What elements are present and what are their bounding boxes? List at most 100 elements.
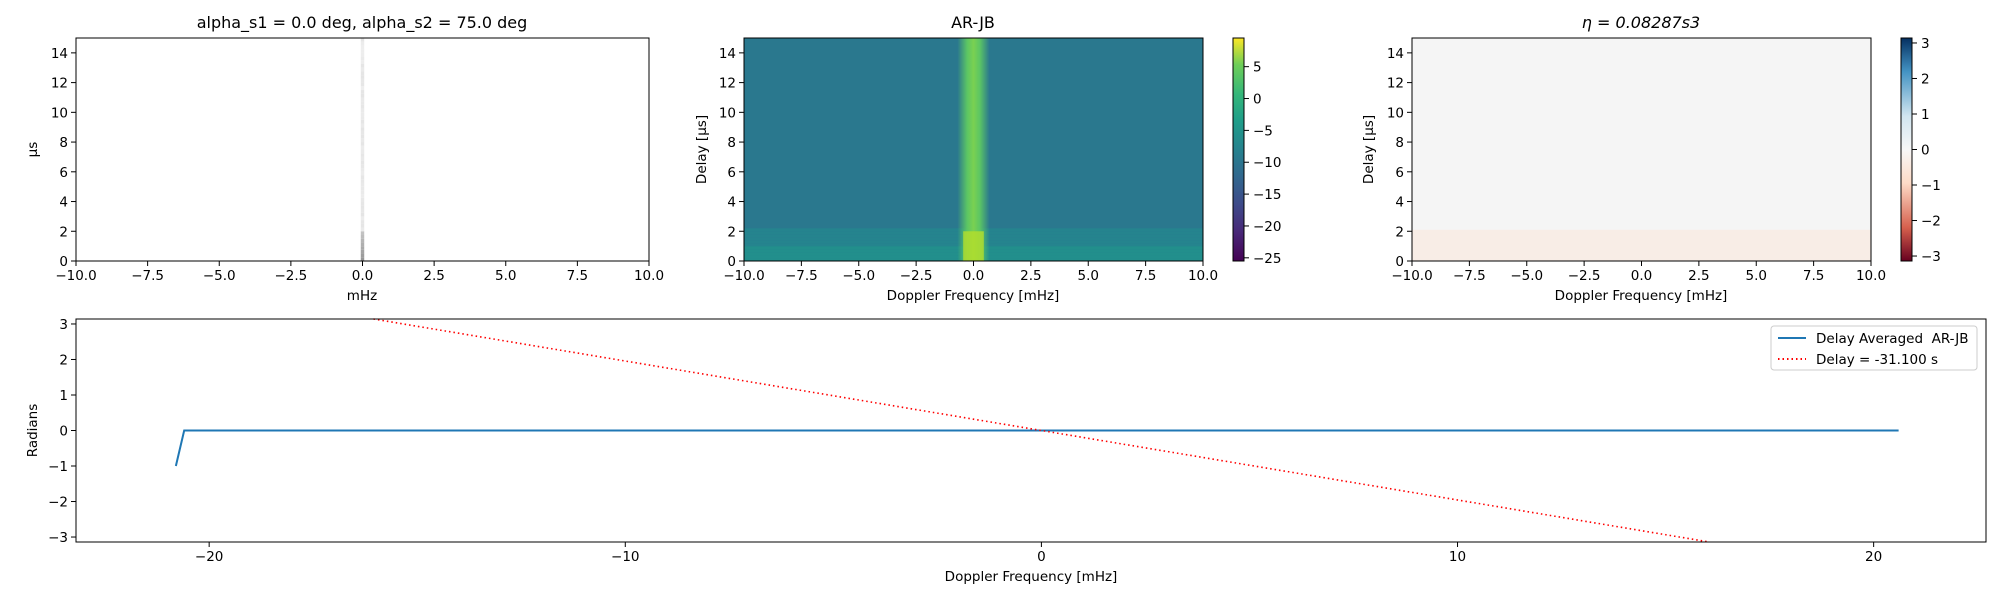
heatmap-cell [361,53,364,57]
x-tick-label: 20 [1865,549,1882,565]
y-tick-label: 14 [719,46,736,62]
y-tick-label: 12 [1387,76,1404,92]
y-tick-label: 2 [59,352,68,368]
panel-2-x-ticks: −10.0 −7.5 −5.0 −2.5 0.0 2.5 5.0 7.5 10.0 [723,261,1218,284]
heatmap-cell [361,209,364,213]
heatmap-cell [361,183,364,187]
heatmap-cell [361,190,364,194]
heatmap-cell [361,187,364,191]
y-tick-label: 10 [719,105,736,121]
x-tick-label: −10.0 [723,268,764,284]
heatmap-cell [361,202,364,206]
heatmap-cell [361,246,364,250]
y-tick-label: 0 [727,254,736,270]
x-tick-label: −7.5 [131,268,164,284]
x-tick-label: 5.0 [495,268,516,284]
y-tick-label: 12 [719,76,736,92]
x-tick-label: 10 [1449,549,1466,565]
colorbar-tick-label: 0 [1253,92,1262,108]
heatmap-cell [361,138,364,142]
y-tick-label: 8 [727,135,736,151]
panel-1-y-ticks: 02468101214 [51,46,76,270]
heatmap-cell [361,112,364,116]
x-tick-label: −5.0 [1510,268,1543,284]
colorbar-tick-label: −15 [1253,187,1282,203]
panel-3-x-ticks: −10.0 −7.5 −5.0 −2.5 0.0 2.5 5.0 7.5 10.0 [1391,261,1886,284]
colorbar-tick-label: −20 [1253,219,1282,235]
x-tick-label: 2.5 [1688,268,1709,284]
y-tick-label: 10 [1387,105,1404,121]
heatmap-cell [361,79,364,83]
panel-1-title: alpha_s1 = 0.0 deg, alpha_s2 = 75.0 deg [197,13,528,33]
colorbar-tick-label: 3 [1921,36,1930,52]
heatmap-cell [361,168,364,172]
x-tick-label: −7.5 [1453,268,1486,284]
y-tick-label: −3 [48,530,68,546]
heatmap-cell [361,194,364,198]
heatmap-cell [361,105,364,109]
y-tick-label: 4 [727,195,736,211]
heatmap-cell [361,216,364,220]
y-tick-label: 4 [59,195,68,211]
y-tick-label: 14 [1387,46,1404,62]
heatmap-cell [361,116,364,120]
x-tick-label: 5.0 [1078,268,1099,284]
panel-3-colorbar-ticks: 3 2 1 0 −1 −2 −3 [1912,36,1941,265]
heatmap-cell [361,127,364,131]
x-tick-label: −20 [195,549,224,565]
heatmap-cell [361,131,364,135]
y-tick-label: 6 [59,165,68,181]
heatmap-cell [361,157,364,161]
y-tick-label: −1 [48,459,68,475]
y-tick-label: 12 [51,76,68,92]
y-tick-label: 0 [59,424,68,440]
panel-3: −10.0 −7.5 −5.0 −2.5 0.0 2.5 5.0 7.5 10.0 024681… [1361,13,1941,304]
legend: Delay Averaged AR-JB Delay = -31.100 s [1771,326,1977,370]
y-tick-label: 14 [51,46,68,62]
panel-1-y-label: μs [25,142,41,158]
panel-3-x-label: Doppler Frequency [mHz] [1555,288,1728,304]
heatmap-cell [361,75,364,79]
heatmap-cell [361,242,364,246]
legend-label-delay: Delay = -31.100 s [1816,352,1938,368]
heatmap-cell [361,239,364,243]
heatmap-cell [361,205,364,209]
y-tick-label: −2 [48,495,68,511]
panel-1-x-ticks: −10.0 −7.5 −5.0 −2.5 0.0 2.5 5.0 7.5 10.0 [55,261,664,284]
x-tick-label: 7.5 [1803,268,1824,284]
y-tick-label: 10 [51,105,68,121]
x-tick-label: 2.5 [423,268,444,284]
y-tick-label: 2 [59,224,68,240]
colorbar-tick-label: 2 [1921,71,1930,87]
panel-1-x-label: mHz [347,288,377,304]
y-tick-label: 2 [1395,224,1404,240]
y-tick-label: 6 [1395,165,1404,181]
x-tick-label: 10.0 [634,268,664,284]
panel-4: −20 −10 0 10 20 3210−1−2−3 Doppler Frequency… [25,317,1986,585]
heatmap-cell [361,161,364,165]
x-tick-label: −10 [611,549,640,565]
heatmap-cell [361,42,364,46]
heatmap-cell [361,97,364,101]
x-tick-label: 5.0 [1746,268,1767,284]
heatmap-cell [361,235,364,239]
heatmap-cell [361,176,364,180]
x-tick-label: 7.5 [567,268,588,284]
x-tick-label: −10.0 [55,268,96,284]
heatmap-cell [361,49,364,53]
y-tick-label: 1 [59,388,68,404]
x-tick-label: −5.0 [203,268,236,284]
x-tick-label: −2.5 [1568,268,1601,284]
colorbar-tick-label: −25 [1253,251,1282,267]
panel-2-x-label: Doppler Frequency [mHz] [887,288,1060,304]
colorbar-tick-label: −3 [1921,249,1941,265]
heatmap-cell [361,90,364,94]
colorbar-tick-label: −1 [1921,178,1941,194]
heatmap-cell [361,213,364,217]
heatmap-cell [361,57,364,61]
x-tick-label: 2.5 [1020,268,1041,284]
heatmap-cell [361,153,364,157]
heatmap-cell [361,64,364,68]
x-tick-label: −7.5 [785,268,818,284]
